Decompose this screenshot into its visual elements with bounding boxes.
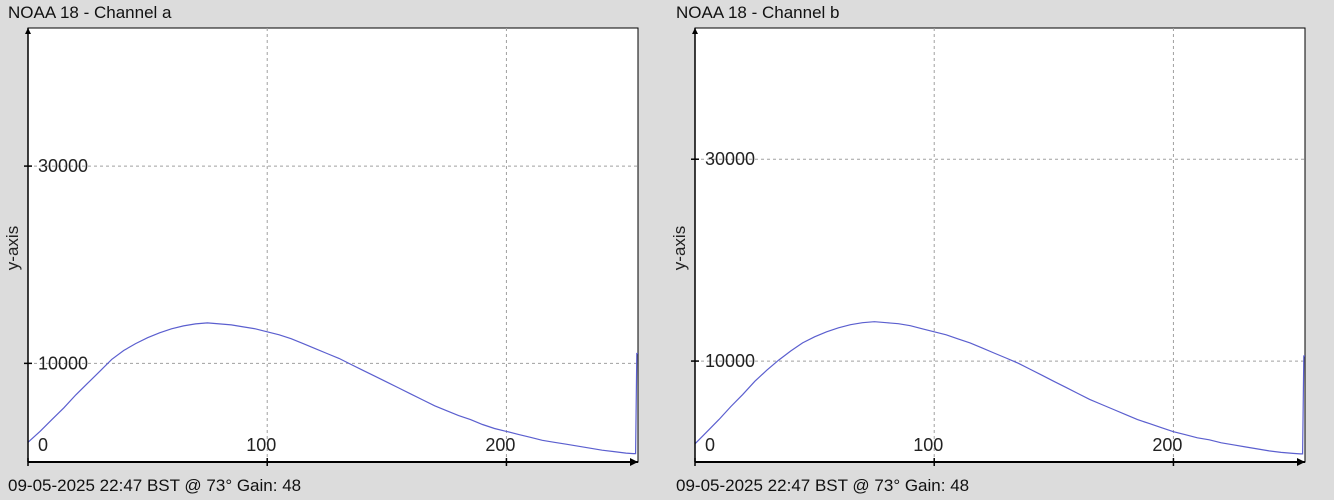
y-axis-arrow [692, 28, 698, 34]
plot-area [694, 27, 1306, 463]
chart-title: NOAA 18 - Channel b [676, 3, 840, 22]
chart-footer-status: 09-05-2025 22:47 BST @ 73° Gain: 48 [676, 476, 970, 495]
chart-plot-channel-a: 0 100 200 30000 10000 y-axis [3, 27, 639, 466]
chart-plot-channel-b: 0 100 200 30000 10000 y-axis [670, 27, 1306, 466]
y-tick-label: 30000 [705, 149, 755, 169]
x-axis-arrow [1297, 458, 1305, 466]
x-tick-label: 0 [705, 435, 715, 455]
x-tick-label: 0 [38, 435, 48, 455]
y-axis-arrow [25, 28, 31, 34]
plot-area [27, 27, 639, 463]
x-tick-label: 200 [1152, 435, 1182, 455]
x-axis-arrow [630, 458, 638, 466]
x-tick-label: 100 [913, 435, 943, 455]
series-line [27, 322, 638, 455]
chart-panel-channel-b: 0 100 200 30000 10000 y-axis NOAA 18 - Channe… [667, 0, 1334, 500]
y-tick-label: 10000 [705, 351, 755, 371]
y-tick-label: 30000 [38, 156, 88, 176]
chart-title: NOAA 18 - Channel a [8, 3, 172, 22]
y-axis-label: y-axis [3, 226, 22, 270]
series-line [694, 321, 1305, 455]
y-axis-label: y-axis [670, 226, 689, 270]
x-tick-label: 100 [246, 435, 276, 455]
x-tick-label: 200 [485, 435, 515, 455]
chart-panel-channel-a: 0 100 200 30000 10000 y-axis NOAA 18 - Channe… [0, 0, 660, 500]
y-tick-label: 10000 [38, 353, 88, 373]
chart-footer-status: 09-05-2025 22:47 BST @ 73° Gain: 48 [8, 476, 302, 495]
